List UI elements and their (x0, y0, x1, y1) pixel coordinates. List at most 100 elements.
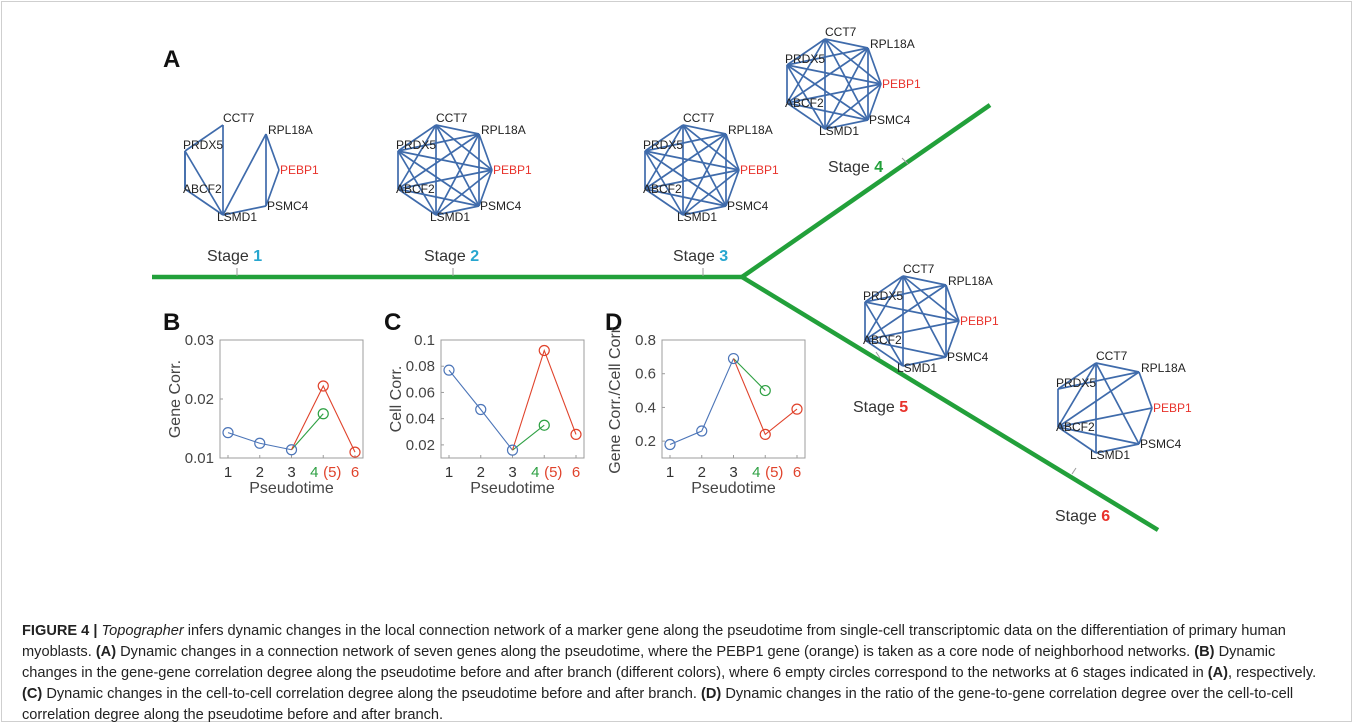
network-2-edge (435, 124, 493, 171)
network-5-edge (864, 275, 904, 303)
network-2-edge (397, 133, 480, 152)
network-4-edge (824, 47, 869, 130)
network-3-edge (682, 133, 727, 216)
y-tick-label: 0.06 (406, 384, 435, 401)
data-point-before (222, 427, 234, 439)
network-5-edge (902, 275, 960, 322)
gene-label-abcf2: ABCF2 (643, 182, 682, 196)
stage-number-2: 2 (470, 248, 479, 265)
stage-label-3: Stage 3 (673, 248, 728, 265)
network-stage-4: CCT7 RPL18A PEBP1 PSMC4 LSMD1 ABCF2 PRDX5 (785, 25, 921, 138)
chart-gene-corr: 0.01 0.02 0.03 1 2 3 4 (5) 6 Pseudotime Gene Corr. (167, 332, 364, 497)
gene-label-rpl18a: RPL18A (870, 37, 915, 51)
network-1-edge (222, 205, 267, 216)
y-tick-label: 0.6 (635, 366, 656, 383)
network-5-edge (864, 301, 960, 322)
data-point-branch_b (791, 403, 803, 415)
gene-label-abcf2: ABCF2 (183, 182, 222, 196)
series-line-branch_b (732, 358, 798, 436)
stage-label-4: Stage 4 (828, 159, 883, 176)
gene-label-prdx5: PRDX5 (863, 289, 903, 303)
pseudotime-trajectory (152, 103, 1160, 532)
stage-label-5: Stage 5 (853, 399, 908, 416)
series-line-branch_a (512, 424, 545, 451)
network-4-edge (824, 38, 869, 121)
network-stage-5: CCT7 RPL18A PEBP1 PSMC4 LSMD1 ABCF2 PRDX5 (863, 262, 999, 375)
network-1-edge (265, 133, 280, 171)
y-tick-label: 0.01 (185, 450, 214, 467)
x-tick-label: 2 (698, 464, 706, 481)
network-2-edge (397, 188, 480, 207)
network-4-edge (824, 38, 869, 49)
network-6-edge (1057, 362, 1097, 428)
network-2-edge (397, 150, 437, 216)
x-tick-label: 3 (508, 464, 516, 481)
network-3-edge (682, 124, 740, 171)
x-tick-label: 6 (793, 464, 801, 481)
gene-label-prdx5: PRDX5 (643, 138, 683, 152)
x-axis-label: Pseudotime (470, 480, 555, 497)
network-5-edge (945, 320, 960, 358)
network-6-edge (1095, 443, 1140, 454)
data-point-branch_b (349, 446, 361, 458)
x-tick-label: (5) (544, 464, 562, 481)
network-5-edge (864, 320, 960, 341)
gene-label-pebp1: PEBP1 (882, 77, 921, 91)
gene-label-psmc4: PSMC4 (947, 350, 989, 364)
gene-label-cct7: CCT7 (223, 111, 255, 125)
trajectory-branch-upper (740, 103, 992, 279)
gene-label-lsmd1: LSMD1 (430, 210, 470, 224)
network-2-edge (435, 169, 493, 216)
y-axis-label: Gene Corr. (167, 360, 184, 438)
stage-label-1: Stage 1 (207, 248, 262, 265)
y-tick-label: 0.08 (406, 358, 435, 375)
panel-label-c: C (384, 309, 401, 336)
network-6-edge (1057, 407, 1153, 428)
x-tick-label: 3 (729, 464, 737, 481)
series-line-before (448, 369, 513, 451)
network-6-edge (1057, 426, 1140, 445)
caption-ref-b: (B) (1194, 644, 1215, 660)
network-2-edge (397, 124, 437, 152)
network-4-edge (867, 83, 882, 121)
network-2-edge (435, 124, 480, 135)
network-5-edge (902, 356, 947, 367)
network-1-edge (184, 124, 224, 152)
caption-text-6: Dynamic changes in the ratio of the gene… (22, 686, 1294, 723)
network-6-edge (1057, 371, 1140, 428)
network-4-edge (867, 47, 882, 85)
gene-label-pebp1: PEBP1 (1153, 401, 1192, 415)
data-point-branch_a (759, 384, 771, 397)
y-tick-label: 0.02 (406, 437, 435, 454)
gene-label-psmc4: PSMC4 (267, 199, 309, 213)
network-2-edge (397, 150, 493, 171)
gene-label-rpl18a: RPL18A (268, 123, 313, 137)
network-stage-1: CCT7 RPL18A PEBP1 PSMC4 LSMD1 ABCF2 PRDX5 (183, 111, 319, 224)
data-point-before (285, 444, 298, 456)
figure-graphic: A B C D CCT7 RPL18A PEBP1 PSMC4 LSMD1 ABCF2 PR… (152, 25, 1192, 532)
series-line-branch_b (291, 384, 356, 453)
gene-label-pebp1: PEBP1 (740, 163, 779, 177)
data-point-branch_a (538, 419, 550, 431)
data-point-branch_b (759, 428, 771, 440)
x-tick-label: 4 (752, 464, 760, 481)
network-4-edge (824, 83, 882, 130)
gene-label-prdx5: PRDX5 (785, 52, 825, 66)
gene-label-rpl18a: RPL18A (1141, 361, 1186, 375)
network-4-edge (786, 47, 869, 104)
y-tick-label: 0.4 (635, 399, 656, 416)
gene-label-cct7: CCT7 (825, 25, 857, 39)
figure-caption: FIGURE 4 | Topographer infers dynamic ch… (22, 621, 1334, 726)
network-5-edge (864, 339, 947, 358)
network-2-edge (435, 205, 480, 216)
gene-label-prdx5: PRDX5 (183, 138, 223, 152)
network-3-edge (644, 150, 684, 216)
stage-tick-6 (1071, 467, 1077, 475)
series-line-branch_b (511, 348, 577, 451)
data-point-branch_b (570, 428, 582, 440)
gene-label-pebp1: PEBP1 (280, 163, 319, 177)
network-2-edge (397, 150, 480, 207)
data-point-branch_b (317, 380, 329, 392)
y-axis-label: Cell Corr. (388, 366, 405, 433)
series-line-branch_a (733, 358, 766, 391)
